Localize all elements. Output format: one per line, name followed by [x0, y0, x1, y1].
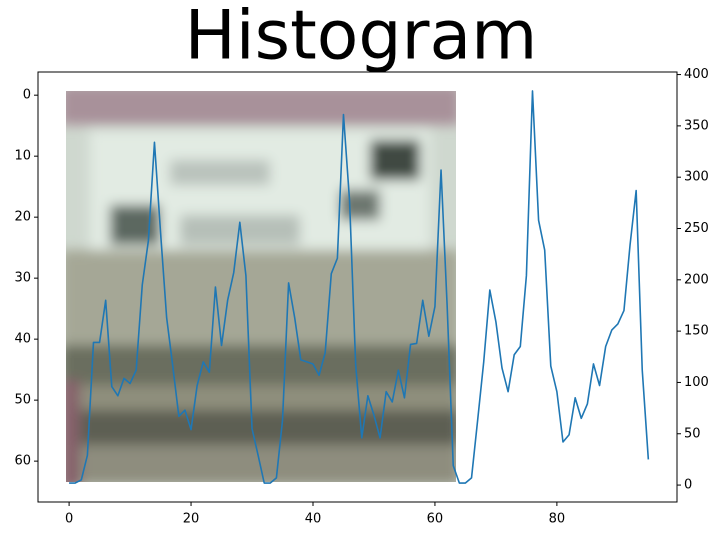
background-image	[66, 91, 456, 482]
x-tick-label: 60	[427, 512, 444, 527]
histogram-line	[69, 90, 650, 484]
y-tick-label: 10	[14, 149, 31, 164]
x-tick-label: 0	[65, 512, 73, 527]
y2-tick-label: 300	[684, 170, 709, 185]
y2-tick-label: 200	[684, 272, 709, 287]
y2-tick-label: 350	[684, 118, 709, 133]
y-tick-label: 50	[14, 393, 31, 408]
y2-tick-label: 0	[684, 478, 692, 493]
x-tick-label: 40	[305, 512, 322, 527]
y2-tick-label: 400	[684, 67, 709, 82]
x-tick-label: 80	[549, 512, 566, 527]
y2-tick-label: 150	[684, 324, 709, 339]
plot-frame	[37, 71, 678, 503]
y-tick-label: 20	[14, 210, 31, 225]
y-tick-label: 60	[14, 454, 31, 469]
chart-title: Histogram	[185, 0, 538, 76]
y-tick-label: 0	[23, 88, 31, 103]
y-tick-label: 30	[14, 271, 31, 286]
y2-tick-label: 250	[684, 221, 709, 236]
y-tick-label: 40	[14, 332, 31, 347]
y2-tick-label: 50	[684, 426, 701, 441]
x-tick-label: 20	[183, 512, 200, 527]
y2-tick-label: 100	[684, 375, 709, 390]
